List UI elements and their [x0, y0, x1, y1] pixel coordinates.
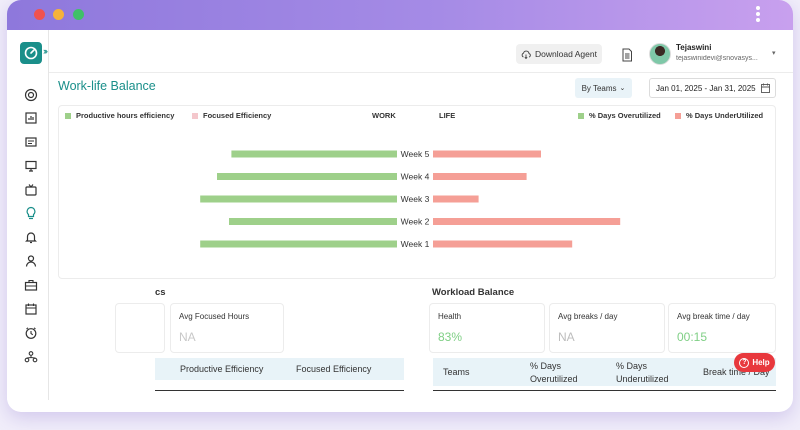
avatar[interactable]	[649, 43, 671, 65]
stat-value: NA	[179, 330, 196, 344]
table-header-cell[interactable]: Break time / Day	[703, 367, 770, 377]
legend-days-underutilized[interactable]: % Days UnderUtilized	[675, 111, 763, 120]
date-range-value: Jan 01, 2025 - Jan 31, 2025	[656, 83, 756, 93]
tv-icon[interactable]	[24, 183, 38, 197]
app-window: ›››	[7, 0, 793, 412]
document-icon[interactable]	[621, 48, 633, 62]
kebab-menu-icon[interactable]	[755, 4, 761, 24]
user-icon[interactable]	[24, 254, 38, 268]
stat-card-clipped	[115, 303, 165, 353]
workload-table-header: Teams % Days Overutilized % Days Underut…	[433, 358, 776, 386]
stat-value: 00:15	[677, 330, 708, 344]
table-header-cell[interactable]: % Days Underutilized	[616, 361, 669, 384]
help-button[interactable]: ? Help	[734, 353, 775, 372]
stat-value: NA	[558, 330, 575, 344]
table-divider	[155, 390, 404, 391]
life-column-heading: LIFE	[439, 111, 456, 120]
user-menu-caret-icon[interactable]: ▾	[772, 50, 776, 57]
chevron-down-icon: ⌄	[619, 85, 626, 92]
clock-icon[interactable]	[24, 326, 38, 340]
team-filter-value: By Teams	[581, 83, 617, 93]
avg-focused-hours-card: Avg Focused Hours NA	[170, 303, 284, 353]
stat-label: Avg breaks / day	[558, 312, 618, 321]
team-icon[interactable]	[24, 350, 38, 364]
calendar-list-icon[interactable]	[24, 135, 38, 149]
report-icon[interactable]	[24, 111, 38, 125]
team-filter-select[interactable]: By Teams ⌄	[575, 78, 632, 98]
work-column-heading: WORK	[372, 111, 396, 120]
productivity-table-header: Productive Efficiency Focused Efficiency	[155, 358, 404, 380]
work-life-chart-card	[58, 105, 776, 279]
help-label: Help	[752, 358, 770, 367]
legend-swatch	[675, 112, 681, 119]
legend-productive-hours[interactable]: Productive hours efficiency	[65, 111, 174, 120]
table-divider	[433, 390, 776, 391]
table-header-cell[interactable]: Teams	[443, 367, 470, 377]
date-range-picker[interactable]: Jan 01, 2025 - Jan 31, 2025	[649, 78, 776, 98]
avg-break-time-card: Avg break time / day 00:15	[668, 303, 776, 353]
logo-clock-icon	[24, 46, 38, 60]
stat-label: Avg Focused Hours	[179, 312, 250, 321]
dashboard-icon[interactable]	[24, 88, 38, 102]
user-name: Tejaswini	[676, 43, 712, 52]
alarm-bell-icon[interactable]	[24, 230, 38, 244]
legend-swatch	[578, 112, 584, 119]
workload-section-title: Workload Balance	[432, 287, 515, 298]
stat-label: Health	[438, 312, 462, 321]
table-header-cell[interactable]: Productive Efficiency	[180, 364, 264, 374]
legend-label: Productive hours efficiency	[76, 111, 175, 120]
legend-focused-efficiency[interactable]: Focused Efficiency	[192, 111, 271, 120]
window-titlebar	[7, 0, 793, 30]
briefcase-icon[interactable]	[24, 278, 38, 292]
legend-days-overutilized[interactable]: % Days Overutilized	[578, 111, 661, 120]
app-logo[interactable]	[20, 42, 42, 64]
legend-label: % Days UnderUtilized	[686, 111, 764, 120]
header-divider	[49, 72, 793, 73]
user-email: tejaswinidevi@snovasys...	[676, 55, 758, 62]
maximize-window-dot[interactable]	[73, 9, 84, 20]
avg-breaks-card: Avg breaks / day NA	[549, 303, 665, 353]
productivity-section-title: cs	[155, 287, 166, 298]
stat-value: 83%	[438, 330, 463, 344]
monitor-icon[interactable]	[24, 159, 38, 173]
legend-label: Focused Efficiency	[203, 111, 272, 120]
download-agent-label: Download Agent	[535, 49, 597, 59]
download-agent-button[interactable]: Download Agent	[516, 44, 602, 64]
help-icon: ?	[739, 357, 750, 368]
table-header-cell[interactable]: Focused Efficiency	[296, 364, 372, 374]
legend-swatch	[65, 112, 71, 119]
bulb-icon[interactable]	[24, 206, 38, 220]
cloud-download-icon	[521, 50, 531, 59]
expand-sidebar-icon[interactable]: ›››	[43, 46, 48, 56]
sidebar: ›››	[7, 30, 49, 400]
close-window-dot[interactable]	[34, 9, 45, 20]
calendar-icon[interactable]	[24, 302, 38, 316]
stat-label: Avg break time / day	[677, 312, 750, 321]
legend-swatch	[192, 112, 198, 119]
page-title: Work-life Balance	[58, 79, 156, 93]
health-card: Health 83%	[429, 303, 545, 353]
calendar-icon	[761, 83, 770, 93]
minimize-window-dot[interactable]	[53, 9, 64, 20]
legend-label: % Days Overutilized	[589, 111, 661, 120]
table-header-cell[interactable]: % Days Overutilized	[530, 361, 578, 384]
